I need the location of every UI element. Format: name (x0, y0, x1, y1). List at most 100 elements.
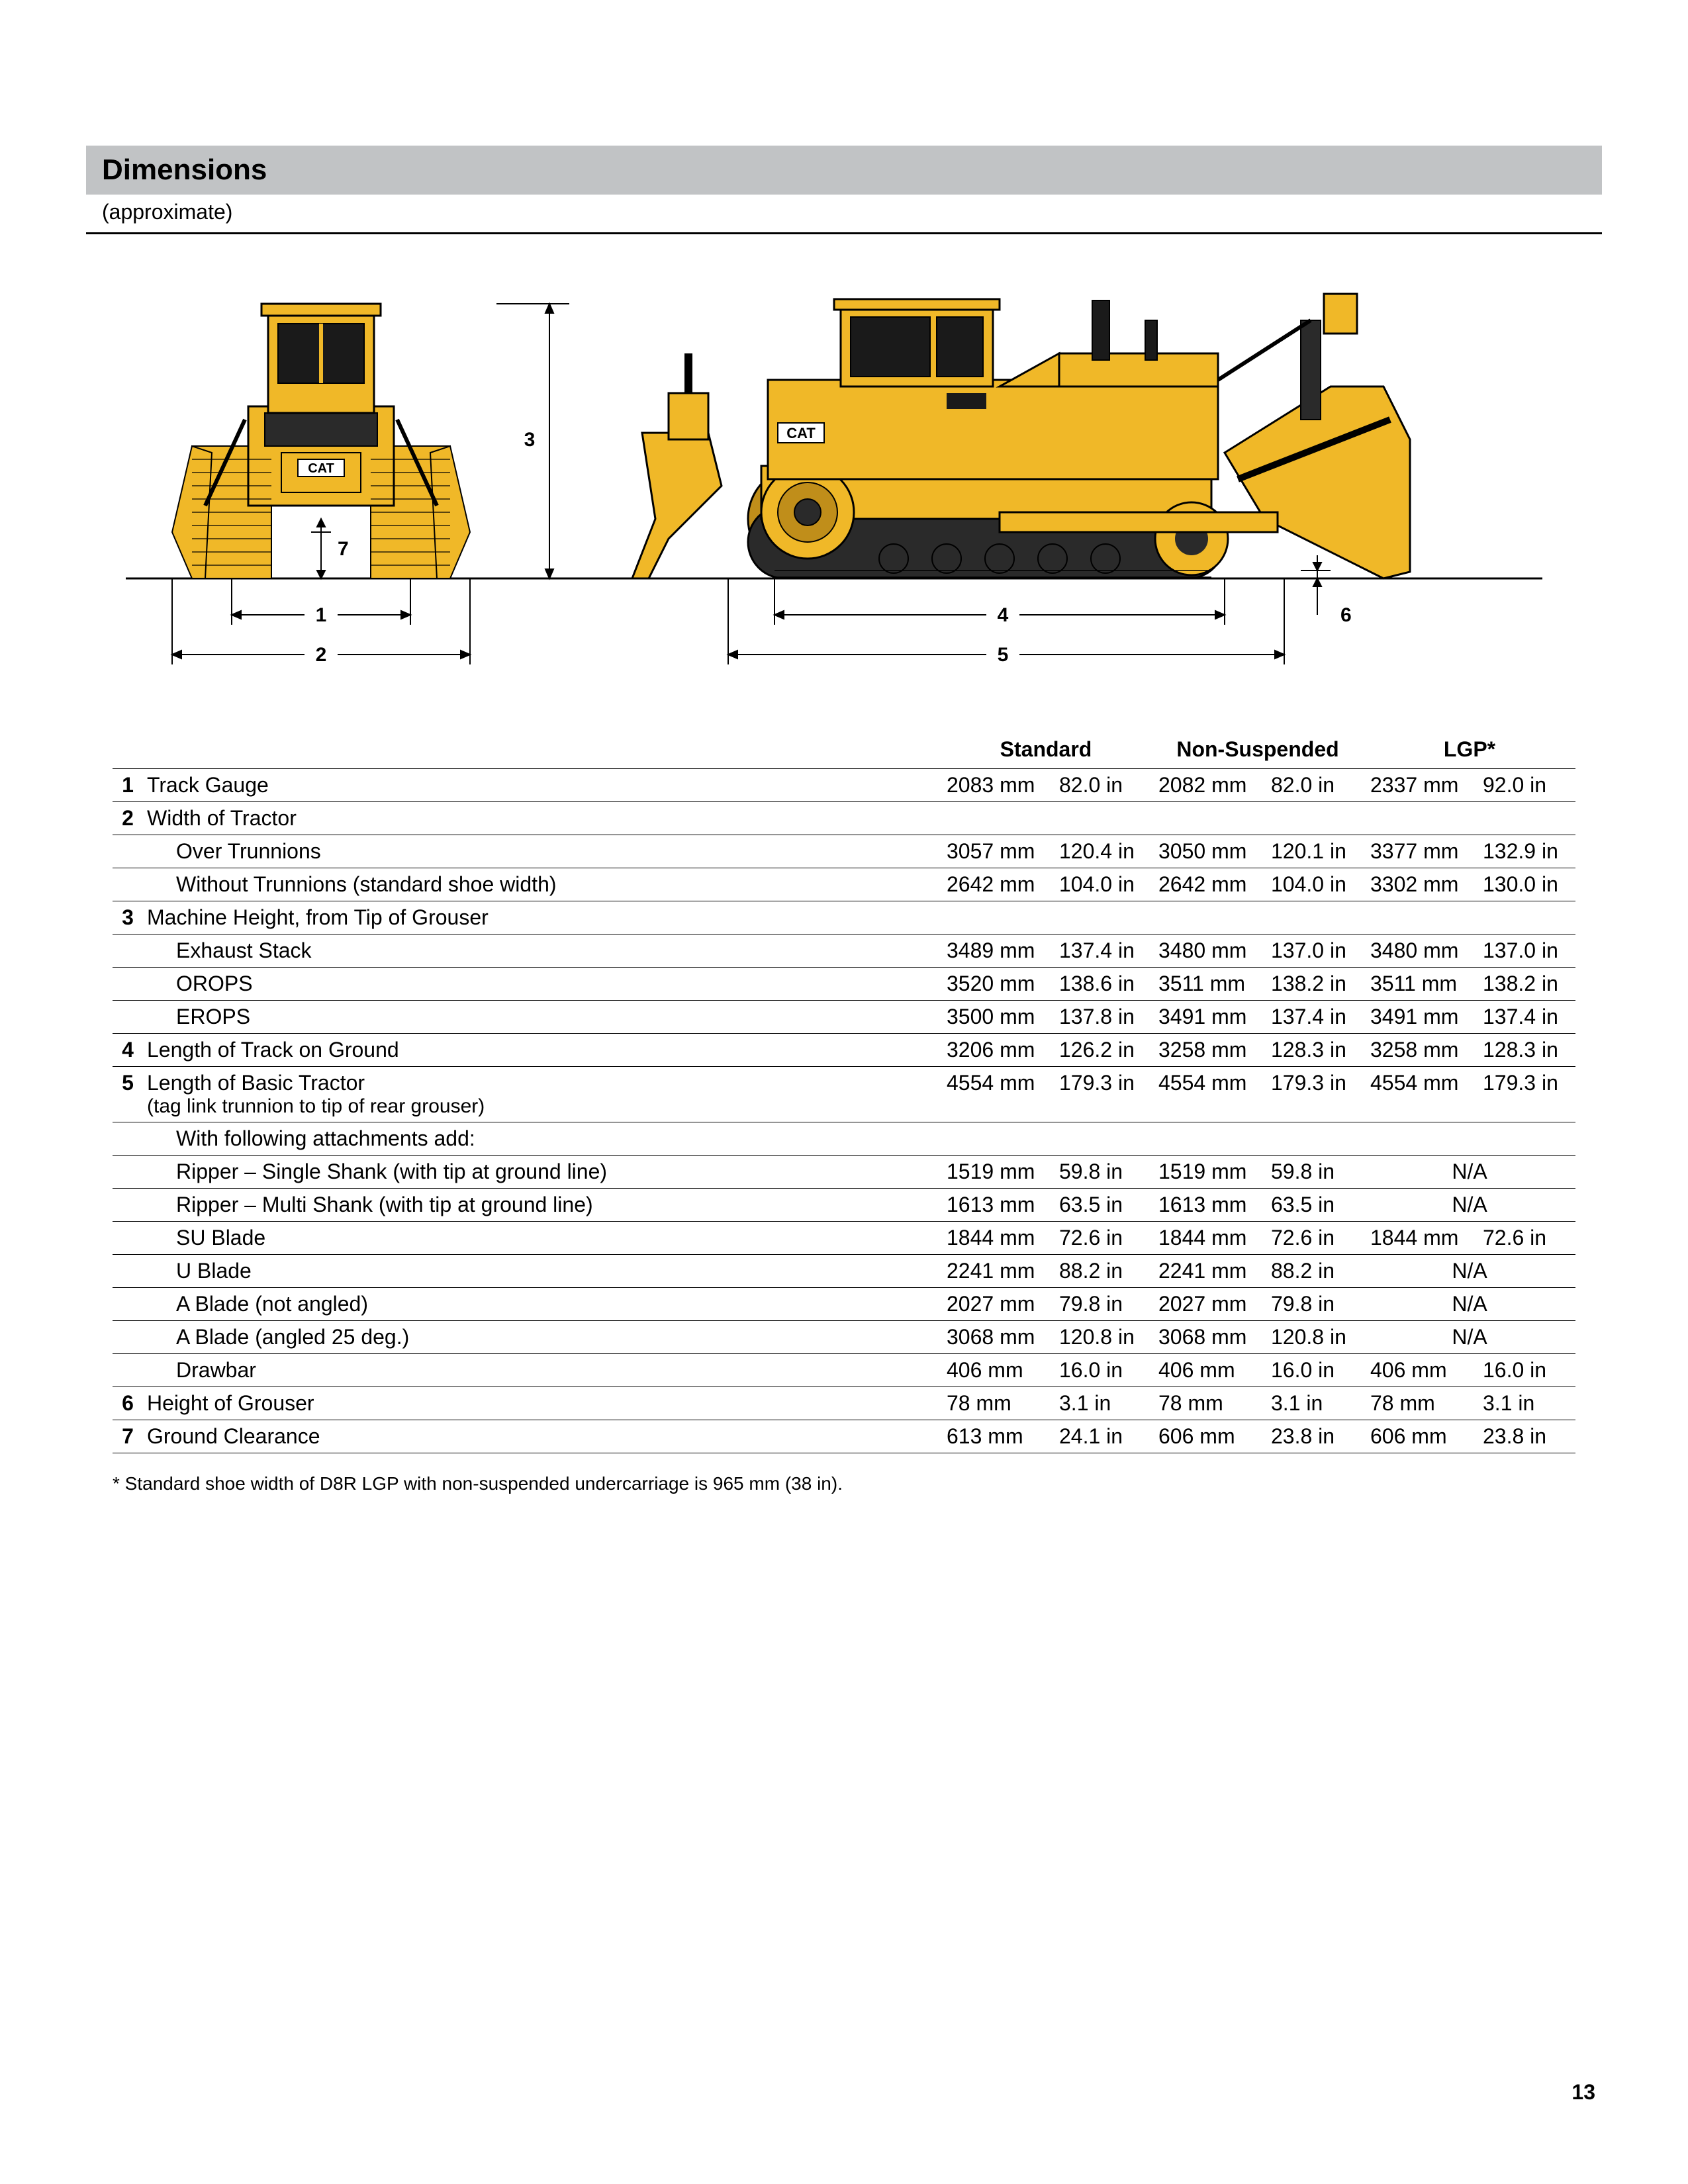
cell-value: 128.3 in (1476, 1034, 1575, 1067)
cell-value: 3480 mm (1364, 934, 1476, 968)
cell-value: 3302 mm (1364, 868, 1476, 901)
cell-value: 3480 mm (1152, 934, 1264, 968)
cell-value: 88.2 in (1053, 1255, 1152, 1288)
row-number (113, 934, 143, 968)
cell-value: 104.0 in (1053, 868, 1152, 901)
cell-value: 1844 mm (1152, 1222, 1264, 1255)
cell-value: 4554 mm (1152, 1067, 1264, 1122)
divider (86, 232, 1602, 234)
cell-value: 2027 mm (940, 1288, 1053, 1321)
cell-na: N/A (1364, 1189, 1575, 1222)
cell-value: 179.3 in (1053, 1067, 1152, 1122)
cell-value: 3068 mm (1152, 1321, 1264, 1354)
cell-value: 2642 mm (1152, 868, 1264, 901)
svg-text:5: 5 (998, 644, 1009, 666)
cell-value: 137.4 in (1476, 1001, 1575, 1034)
front-view: CAT (172, 304, 470, 666)
cell-value: 3258 mm (1364, 1034, 1476, 1067)
cell-value: 2082 mm (1152, 769, 1264, 802)
cell-na: N/A (1364, 1255, 1575, 1288)
cell-value: 3491 mm (1152, 1001, 1264, 1034)
table-row: 6Height of Grouser78 mm3.1 in78 mm3.1 in… (113, 1387, 1575, 1420)
cell-value: 120.8 in (1264, 1321, 1364, 1354)
table-row: 3Machine Height, from Tip of Grouser (113, 901, 1575, 934)
cell-value: 63.5 in (1264, 1189, 1364, 1222)
row-description: Machine Height, from Tip of Grouser (143, 901, 940, 934)
cell-value: 23.8 in (1264, 1420, 1364, 1453)
cell-value: 3511 mm (1364, 968, 1476, 1001)
svg-text:1: 1 (316, 604, 327, 626)
row-description: With following attachments add: (143, 1122, 940, 1156)
dimension-diagram: CAT (86, 254, 1602, 704)
section-header: Dimensions (86, 146, 1602, 195)
table-row: Exhaust Stack3489 mm137.4 in3480 mm137.0… (113, 934, 1575, 968)
cell-na: N/A (1364, 1321, 1575, 1354)
cell-value: 1844 mm (940, 1222, 1053, 1255)
section-subtitle: (approximate) (86, 200, 1602, 224)
cell-value: 137.4 in (1264, 1001, 1364, 1034)
cell-value: 78 mm (940, 1387, 1053, 1420)
cell-value: 1844 mm (1364, 1222, 1476, 1255)
svg-text:7: 7 (338, 538, 349, 560)
row-description: Length of Basic Tractor(tag link trunnio… (143, 1067, 940, 1122)
row-description: A Blade (not angled) (143, 1288, 940, 1321)
cell-value: 2027 mm (1152, 1288, 1264, 1321)
cell-value: 3057 mm (940, 835, 1053, 868)
cell-value: 613 mm (940, 1420, 1053, 1453)
cell-value: 3500 mm (940, 1001, 1053, 1034)
table-row: 1Track Gauge2083 mm82.0 in2082 mm82.0 in… (113, 769, 1575, 802)
cell-value: 2642 mm (940, 868, 1053, 901)
cell-value: 79.8 in (1264, 1288, 1364, 1321)
side-view: CAT 4 (632, 294, 1410, 666)
cell-value: 3068 mm (940, 1321, 1053, 1354)
table-row: With following attachments add: (113, 1122, 1575, 1156)
svg-text:4: 4 (998, 604, 1009, 626)
row-number: 6 (113, 1387, 143, 1420)
cell-value: 24.1 in (1053, 1420, 1152, 1453)
table-row: Drawbar406 mm16.0 in406 mm16.0 in406 mm1… (113, 1354, 1575, 1387)
row-number (113, 968, 143, 1001)
footnote: * Standard shoe width of D8R LGP with no… (113, 1473, 1575, 1494)
row-number: 2 (113, 802, 143, 835)
row-description: U Blade (143, 1255, 940, 1288)
cell-value: 137.4 in (1053, 934, 1152, 968)
row-number (113, 1255, 143, 1288)
col-lgp: LGP* (1364, 731, 1575, 769)
cell-value: 2083 mm (940, 769, 1053, 802)
table-row: 4Length of Track on Ground3206 mm126.2 i… (113, 1034, 1575, 1067)
cell-value: 78 mm (1364, 1387, 1476, 1420)
cell-value: 120.8 in (1053, 1321, 1152, 1354)
cell-na: N/A (1364, 1156, 1575, 1189)
cell-value: 59.8 in (1264, 1156, 1364, 1189)
row-description: OROPS (143, 968, 940, 1001)
row-description: Exhaust Stack (143, 934, 940, 968)
row-description: Track Gauge (143, 769, 940, 802)
cell-value: 3.1 in (1476, 1387, 1575, 1420)
cell-value: 2241 mm (940, 1255, 1053, 1288)
cell-value: 126.2 in (1053, 1034, 1152, 1067)
dimensions-table-wrap: Standard Non-Suspended LGP* 1Track Gauge… (113, 731, 1575, 1453)
table-row: Without Trunnions (standard shoe width)2… (113, 868, 1575, 901)
row-description: Over Trunnions (143, 835, 940, 868)
cell-value: 1613 mm (1152, 1189, 1264, 1222)
cell-value: 138.2 in (1264, 968, 1364, 1001)
row-number (113, 1288, 143, 1321)
cell-value: 79.8 in (1053, 1288, 1152, 1321)
svg-text:CAT: CAT (786, 425, 816, 441)
cell-value: 104.0 in (1264, 868, 1364, 901)
row-description: EROPS (143, 1001, 940, 1034)
row-number (113, 1189, 143, 1222)
cell-value: 606 mm (1152, 1420, 1264, 1453)
table-row: EROPS3500 mm137.8 in3491 mm137.4 in3491 … (113, 1001, 1575, 1034)
cell-value: 88.2 in (1264, 1255, 1364, 1288)
svg-text:CAT: CAT (308, 461, 334, 476)
row-number: 4 (113, 1034, 143, 1067)
row-description: Ground Clearance (143, 1420, 940, 1453)
cell-value: 128.3 in (1264, 1034, 1364, 1067)
cell-value: 2337 mm (1364, 769, 1476, 802)
section-title: Dimensions (102, 154, 267, 186)
cell-value: 3206 mm (940, 1034, 1053, 1067)
cell-value: 16.0 in (1264, 1354, 1364, 1387)
cell-value: 406 mm (940, 1354, 1053, 1387)
row-number (113, 1156, 143, 1189)
